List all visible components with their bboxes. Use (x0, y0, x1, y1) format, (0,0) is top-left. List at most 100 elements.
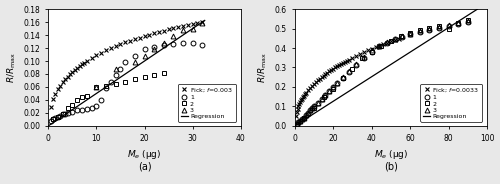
Fick; $f$=0.003 (151, 32, 157, 34)
3 (417, 30, 423, 32)
2 (84, 95, 90, 97)
1 (300, 118, 306, 120)
3 (190, 27, 196, 30)
1 (79, 109, 85, 111)
Fick; $f$=0.0033 (309, 85, 315, 87)
1 (161, 44, 167, 47)
3 (94, 86, 100, 88)
Fick; $f$=0.0033 (342, 61, 347, 63)
Fick; $f$=0.0033 (361, 51, 367, 53)
Fick; $f$=0.0033 (346, 59, 352, 61)
Line: 2: 2 (50, 70, 166, 122)
3 (307, 109, 313, 112)
1 (311, 105, 317, 108)
1 (50, 118, 56, 121)
1 (74, 109, 80, 112)
1 (58, 114, 64, 117)
Fick; $f$=0.003 (127, 40, 133, 42)
3 (294, 123, 300, 125)
1 (60, 113, 66, 115)
1 (98, 99, 104, 101)
1 (151, 46, 157, 48)
Fick; $f$=0.0033 (300, 96, 306, 98)
1 (132, 55, 138, 57)
2 (378, 45, 384, 47)
Fick; $f$=0.0033 (396, 38, 402, 40)
2 (79, 96, 85, 98)
Fick; $f$=0.003 (156, 31, 162, 33)
2 (407, 32, 413, 34)
Fick; $f$=0.0033 (330, 68, 336, 70)
3 (400, 35, 406, 37)
3 (296, 121, 302, 123)
2 (436, 24, 442, 27)
Fick; $f$=0.003 (52, 93, 59, 95)
Fick; $f$=0.0033 (365, 49, 371, 52)
1 (368, 50, 374, 53)
1 (330, 86, 336, 89)
Fick; $f$=0.003 (58, 85, 64, 87)
3 (309, 107, 315, 109)
Fick; $f$=0.003 (146, 33, 152, 36)
2 (122, 81, 128, 83)
3 (392, 38, 398, 40)
Fick; $f$=0.003 (161, 29, 167, 32)
1 (70, 111, 75, 113)
1 (361, 57, 367, 59)
1 (142, 48, 148, 50)
2 (74, 99, 80, 101)
2 (446, 27, 452, 30)
2 (368, 50, 374, 53)
Fick; $f$=0.003 (98, 52, 104, 54)
1 (326, 90, 332, 92)
1 (52, 117, 59, 119)
Fick; $f$=0.0033 (318, 76, 324, 78)
2 (55, 116, 61, 118)
2 (330, 87, 336, 90)
Line: Fick; $f$=0.0033: Fick; $f$=0.0033 (293, 36, 401, 118)
3 (200, 22, 205, 24)
Fick; $f$=0.003 (190, 23, 196, 25)
Fick; $f$=0.0033 (368, 48, 374, 50)
1 (305, 112, 311, 114)
Fick; $f$=0.0033 (300, 98, 306, 100)
3 (322, 94, 328, 96)
2 (311, 107, 317, 109)
Fick; $f$=0.0033 (324, 72, 330, 74)
Fick; $f$=0.0033 (353, 55, 359, 57)
Fick; $f$=0.003 (122, 41, 128, 44)
1 (436, 27, 442, 29)
Fick; $f$=0.0033 (332, 66, 338, 69)
Fick; $f$=0.003 (79, 63, 85, 66)
3 (436, 26, 442, 28)
2 (320, 96, 326, 98)
2 (161, 72, 167, 74)
Fick; $f$=0.0033 (380, 43, 386, 45)
Fick; $f$=0.003 (136, 36, 142, 39)
Line: 3: 3 (294, 18, 470, 126)
1 (353, 63, 359, 66)
3 (302, 117, 308, 119)
Fick; $f$=0.003 (103, 49, 109, 52)
Fick; $f$=0.0033 (326, 70, 332, 72)
3 (368, 49, 374, 52)
1 (48, 120, 54, 122)
Fick; $f$=0.0033 (296, 105, 302, 107)
Fick; $f$=0.003 (76, 65, 82, 67)
2 (359, 57, 365, 59)
Text: (b): (b) (384, 161, 398, 171)
Fick; $f$=0.0033 (294, 111, 300, 113)
Line: 1: 1 (294, 19, 470, 126)
2 (302, 117, 308, 119)
3 (180, 29, 186, 31)
Fick; $f$=0.0033 (311, 83, 317, 85)
Fick; $f$=0.0033 (350, 56, 356, 59)
1 (62, 112, 68, 115)
Fick; $f$=0.0033 (322, 73, 328, 75)
Fick; $f$=0.0033 (384, 42, 390, 44)
3 (170, 35, 176, 37)
3 (318, 98, 324, 100)
3 (361, 56, 367, 59)
Fick; $f$=0.0033 (344, 60, 349, 62)
Fick; $f$=0.003 (62, 78, 68, 81)
